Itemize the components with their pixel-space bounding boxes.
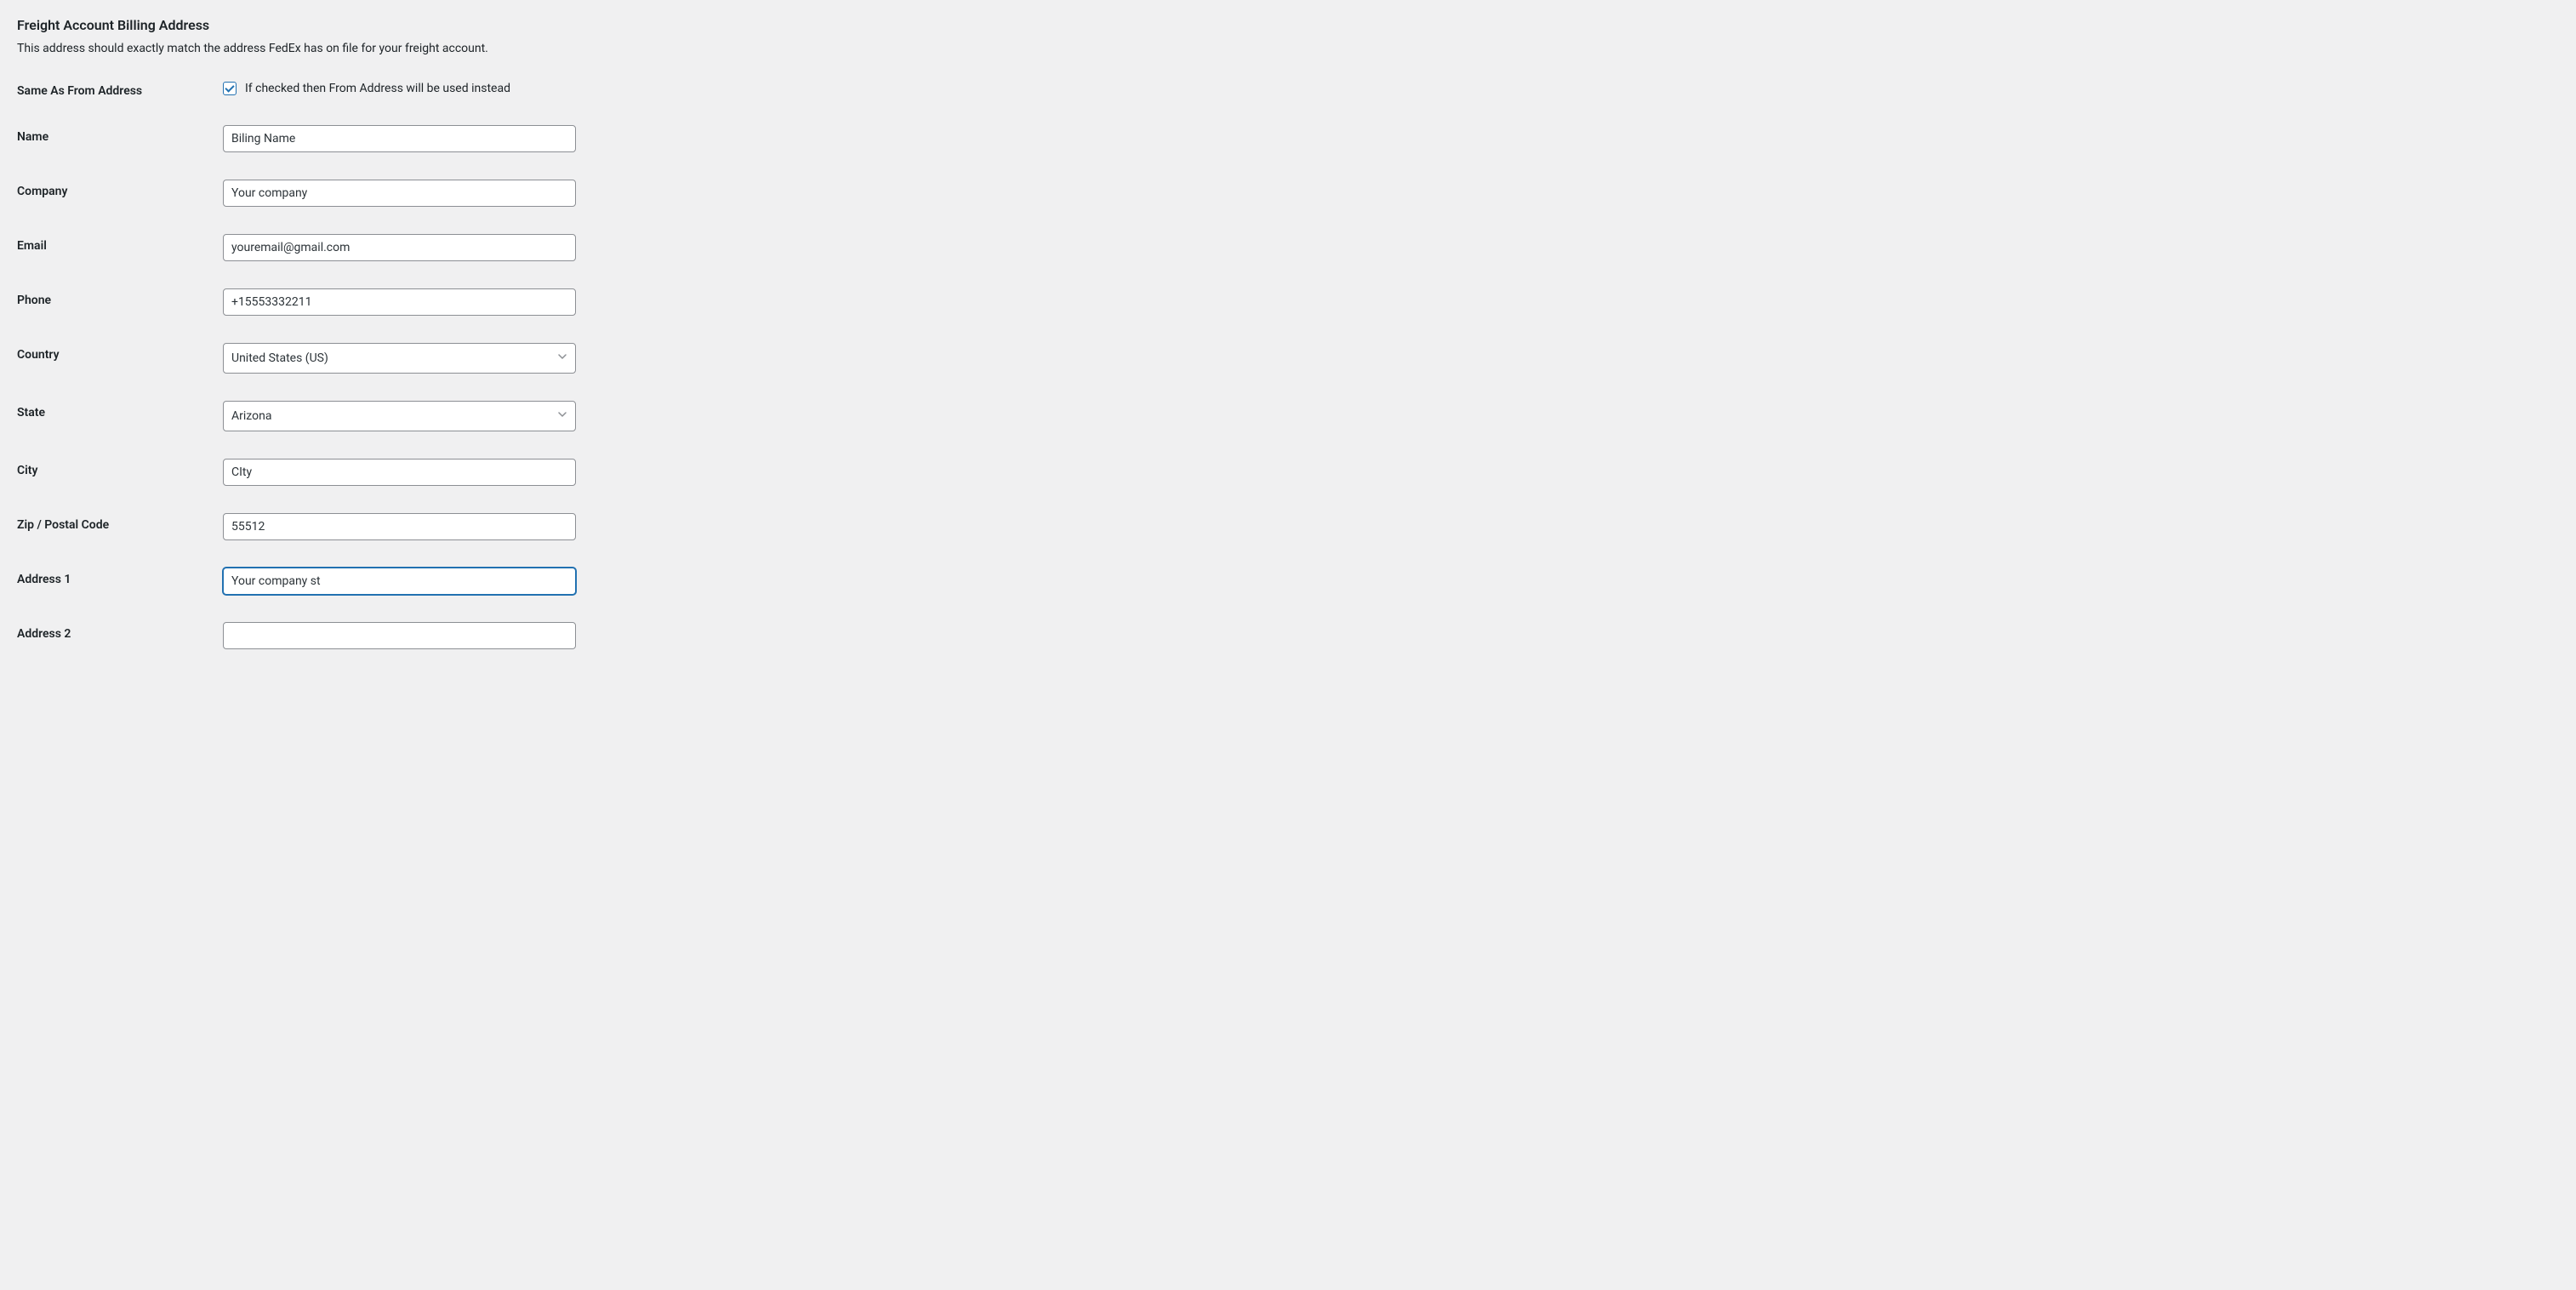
zip-row: Zip / Postal Code bbox=[17, 513, 2559, 540]
phone-input[interactable] bbox=[223, 288, 576, 316]
country-control: United States (US) bbox=[223, 343, 576, 374]
same-as-from-label: Same As From Address bbox=[17, 79, 223, 98]
section-title: Freight Account Billing Address bbox=[17, 17, 2559, 33]
address1-row: Address 1 bbox=[17, 568, 2559, 595]
email-input[interactable] bbox=[223, 234, 576, 261]
email-label: Email bbox=[17, 234, 223, 253]
address2-input[interactable] bbox=[223, 622, 576, 649]
freight-billing-section: Freight Account Billing Address This add… bbox=[17, 17, 2559, 649]
name-control bbox=[223, 125, 576, 152]
same-as-from-row: Same As From Address If checked then Fro… bbox=[17, 79, 2559, 98]
address2-row: Address 2 bbox=[17, 622, 2559, 649]
state-control: Arizona bbox=[223, 401, 576, 431]
country-select[interactable]: United States (US) bbox=[223, 343, 576, 374]
country-label: Country bbox=[17, 343, 223, 362]
address2-control bbox=[223, 622, 576, 649]
address2-label: Address 2 bbox=[17, 622, 223, 641]
state-select[interactable]: Arizona bbox=[223, 401, 576, 431]
city-label: City bbox=[17, 459, 223, 477]
company-row: Company bbox=[17, 180, 2559, 207]
phone-row: Phone bbox=[17, 288, 2559, 316]
state-row: State Arizona bbox=[17, 401, 2559, 431]
zip-input[interactable] bbox=[223, 513, 576, 540]
same-as-from-control: If checked then From Address will be use… bbox=[223, 82, 510, 95]
city-row: City bbox=[17, 459, 2559, 486]
name-label: Name bbox=[17, 125, 223, 144]
country-row: Country United States (US) bbox=[17, 343, 2559, 374]
phone-control bbox=[223, 288, 576, 316]
name-row: Name bbox=[17, 125, 2559, 152]
same-as-from-description: If checked then From Address will be use… bbox=[245, 82, 510, 95]
company-label: Company bbox=[17, 180, 223, 198]
section-description: This address should exactly match the ad… bbox=[17, 42, 2559, 55]
state-label: State bbox=[17, 401, 223, 420]
address1-input[interactable] bbox=[223, 568, 576, 595]
company-control bbox=[223, 180, 576, 207]
email-row: Email bbox=[17, 234, 2559, 261]
address1-control bbox=[223, 568, 576, 595]
address1-label: Address 1 bbox=[17, 568, 223, 586]
company-input[interactable] bbox=[223, 180, 576, 207]
name-input[interactable] bbox=[223, 125, 576, 152]
city-control bbox=[223, 459, 576, 486]
same-as-from-checkbox[interactable] bbox=[223, 82, 237, 95]
zip-label: Zip / Postal Code bbox=[17, 513, 223, 532]
email-control bbox=[223, 234, 576, 261]
city-input[interactable] bbox=[223, 459, 576, 486]
phone-label: Phone bbox=[17, 288, 223, 307]
zip-control bbox=[223, 513, 576, 540]
